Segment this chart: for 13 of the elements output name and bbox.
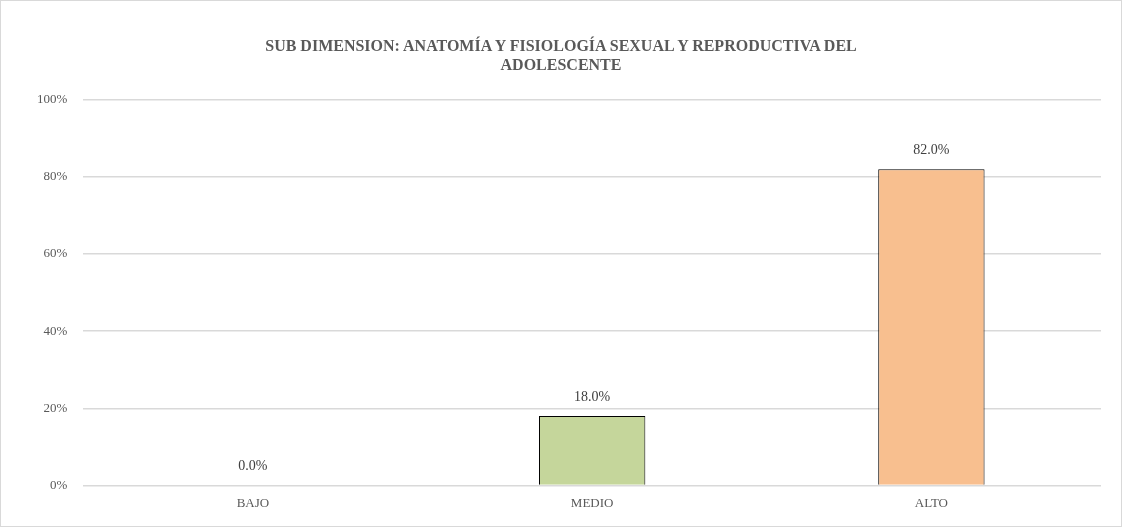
chart-title: SUB DIMENSION: ANATOMÍA Y FISIOLOGÍA SEXUAL Y REPRODUCTIVA DEL ADOLESCENTE: [264, 36, 858, 74]
data-label: 0.0%: [238, 458, 268, 474]
y-tick-label: 80%: [43, 168, 68, 184]
y-tick-label: 40%: [43, 322, 68, 338]
y-tick-label: 60%: [43, 245, 68, 261]
x-tick-label: BAJO: [236, 494, 270, 510]
y-tick-label: 0%: [49, 476, 68, 492]
x-tick-label: MEDIO: [570, 494, 614, 510]
y-tick-label: 100%: [36, 91, 68, 107]
data-label: 18.0%: [574, 388, 611, 404]
y-tick-label: 20%: [43, 399, 68, 415]
x-tick-label: ALTO: [914, 494, 949, 510]
data-label: 82.0%: [913, 141, 950, 157]
